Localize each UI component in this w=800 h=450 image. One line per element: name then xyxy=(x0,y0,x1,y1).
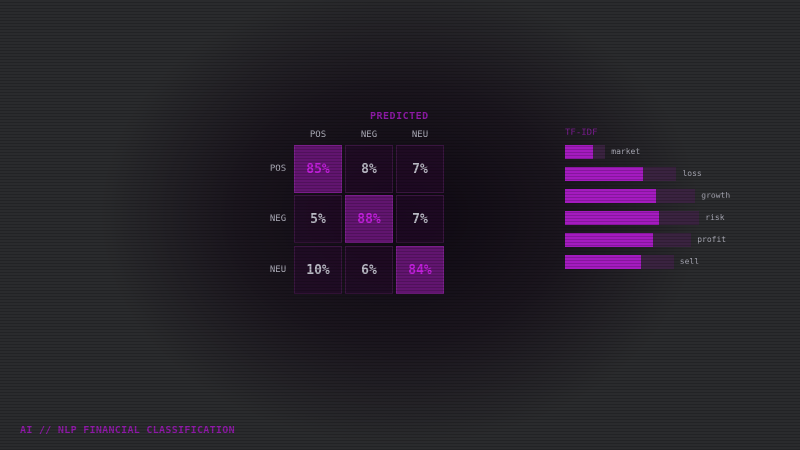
column-header: NEU xyxy=(411,130,429,140)
matrix-cell: 5% xyxy=(294,195,342,243)
bar-fill xyxy=(565,167,644,181)
bar-fill xyxy=(565,145,594,159)
predicted-label: PREDICTED xyxy=(370,111,429,122)
row-header: NEU xyxy=(269,265,287,275)
bar-fill xyxy=(565,189,657,203)
bar-label: market xyxy=(611,147,641,156)
column-header: NEG xyxy=(360,130,378,140)
matrix-cell: 8% xyxy=(345,145,393,193)
bar-fill xyxy=(565,255,642,269)
matrix-cell: 85% xyxy=(294,145,342,193)
matrix-cell: 7% xyxy=(396,145,444,193)
bar-label: sell xyxy=(679,257,700,266)
bar-label: risk xyxy=(705,213,725,222)
row-header: NEG xyxy=(269,214,287,224)
tfidf-title: TF-IDF xyxy=(565,128,598,138)
bar-fill xyxy=(565,211,659,225)
matrix-cell: 88% xyxy=(345,195,393,243)
bar-fill xyxy=(565,233,654,247)
bar-label: profit xyxy=(697,235,727,244)
matrix-cell: 10% xyxy=(294,246,342,294)
matrix-cell: 6% xyxy=(345,246,393,294)
column-header: POS xyxy=(309,130,327,140)
footer-title: AI // NLP FINANCIAL CLASSIFICATION xyxy=(20,425,235,436)
row-header: POS xyxy=(269,164,287,174)
bar-label: loss xyxy=(682,169,702,178)
matrix-cell: 7% xyxy=(396,195,444,243)
bar-label: growth xyxy=(701,191,731,200)
matrix-cell: 84% xyxy=(396,246,444,294)
